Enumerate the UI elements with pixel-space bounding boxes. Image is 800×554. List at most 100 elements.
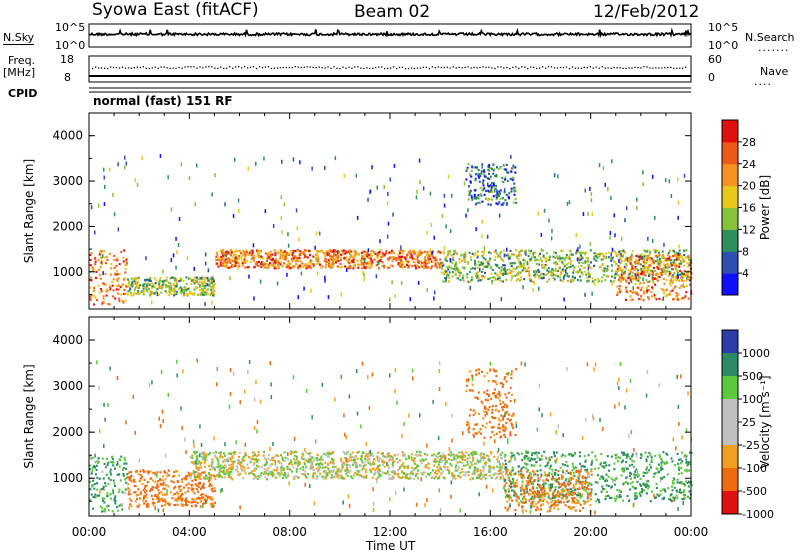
velocity-cell-2: [397, 461, 400, 464]
velocity-cell-2: [367, 457, 370, 460]
velocity-cell-2: [274, 476, 277, 479]
velocity-cell-2: [477, 475, 480, 478]
power-cell-4: [602, 263, 605, 266]
nave-dot: [455, 67, 457, 69]
power-cell-2: [299, 264, 301, 267]
power-cell-4: [561, 249, 564, 252]
power-cell-1: [134, 278, 137, 281]
velocity-cell-0: [97, 461, 100, 464]
power-cell-0: [89, 296, 92, 299]
power-noise-cell: [503, 188, 506, 193]
power-cell-4: [559, 257, 562, 260]
power-scatter-cells: [89, 154, 693, 307]
velocity-cell-1: [178, 474, 181, 477]
power-cell-4: [471, 252, 474, 255]
nave-dot: [577, 67, 579, 69]
power-cell-2: [398, 249, 401, 252]
power-cell-0: [125, 261, 128, 264]
power-cell-2: [284, 253, 287, 256]
velocity-cell-2: [241, 469, 243, 472]
velocity-cell-2: [421, 458, 424, 461]
power-cell-4: [565, 256, 567, 259]
power-cell-3: [465, 169, 468, 172]
power-cell-2: [325, 250, 328, 253]
power-cell-1: [162, 280, 165, 283]
velocity-cell-2: [255, 459, 258, 462]
power-cell-3: [504, 199, 507, 202]
power-cell-5: [676, 278, 679, 282]
power-noise-cell: [170, 258, 173, 263]
velocity-cell-2: [464, 474, 467, 477]
power-cell-2: [230, 259, 233, 262]
velocity-cell-1: [186, 490, 189, 493]
power-cell-4: [448, 250, 451, 253]
velocity-cell-2: [408, 455, 410, 458]
velocity-cell-3: [472, 433, 475, 436]
power-cell-2: [299, 260, 302, 263]
power-y-tick-label-3: 4000: [52, 129, 83, 143]
power-cell-2: [245, 249, 248, 252]
velocity-cell-2: [285, 476, 288, 479]
velocity-cell-2: [293, 477, 296, 480]
velocity-cell-0: [101, 497, 104, 500]
power-cell-2: [381, 261, 384, 264]
power-cell-2: [365, 262, 368, 265]
power-cell-4: [579, 254, 582, 257]
power-cell-4: [517, 271, 520, 274]
power-cell-4: [618, 250, 621, 253]
power-cell-3: [489, 184, 492, 187]
velocity-cell-2: [264, 470, 267, 473]
velocity-cell-2: [263, 450, 266, 453]
velocity-cell-3: [500, 435, 503, 438]
power-cell-2: [363, 255, 366, 258]
power-cell-4: [552, 269, 555, 272]
velocity-cell-2: [316, 462, 319, 465]
power-cell-5: [643, 271, 645, 274]
velocity-cell-2: [286, 467, 289, 471]
power-cell-1: [168, 291, 171, 294]
power-cell-3: [485, 197, 488, 200]
power-cell-2: [316, 262, 319, 265]
power-cell-4: [500, 268, 503, 271]
velocity-cell-0: [121, 508, 124, 511]
velocity-cell-2: [242, 477, 245, 480]
velocity-cell-2: [263, 470, 266, 474]
velocity-cell-2: [393, 460, 396, 463]
power-cell-4: [476, 274, 479, 277]
power-cell-2: [297, 250, 300, 253]
power-cell-1: [126, 278, 129, 281]
velocity-cell-2: [413, 477, 416, 480]
power-cell-4: [441, 262, 444, 265]
velocity-cell-2: [451, 477, 454, 480]
velocity-cell-2: [461, 462, 464, 465]
power-cell-4: [678, 249, 681, 252]
velocity-cell-1: [163, 487, 166, 490]
power-cell-2: [305, 267, 308, 270]
power-cell-2: [328, 251, 331, 254]
power-cell-4: [509, 272, 512, 275]
power-cell-4: [618, 276, 621, 279]
velocity-cell-3: [497, 410, 500, 413]
power-cell-2: [219, 261, 222, 265]
power-cell-4: [454, 264, 457, 267]
nave-dot: [482, 66, 484, 68]
power-noise-cell: [394, 293, 396, 298]
power-noise-cell: [136, 182, 139, 187]
power-cell-0: [123, 288, 126, 291]
power-cell-4: [579, 255, 582, 258]
nave-dot: [416, 67, 419, 69]
velocity-cell-2: [328, 451, 331, 454]
power-cell-2: [233, 253, 235, 257]
velocity-cell-2: [284, 472, 286, 475]
power-cell-4: [655, 249, 658, 252]
velocity-cell-0: [89, 498, 91, 501]
power-cell-4: [541, 263, 543, 266]
power-noise-cell: [223, 262, 225, 267]
power-cell-4: [579, 279, 582, 282]
velocity-cell-2: [212, 451, 215, 454]
velocity-cell-2: [391, 475, 394, 478]
velocity-cell-1: [171, 497, 174, 500]
power-cell-3: [488, 197, 491, 201]
power-cell-5: [639, 297, 642, 301]
velocity-cell-1: [197, 496, 200, 499]
